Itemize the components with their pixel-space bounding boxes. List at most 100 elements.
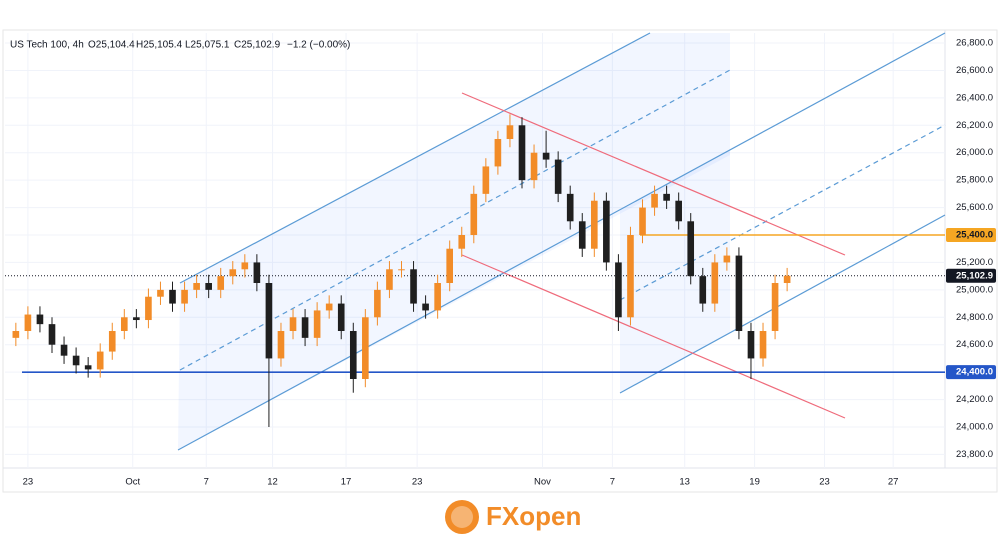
brand-logo: FXopen: [445, 500, 581, 534]
candle-body: [325, 303, 333, 311]
drawings: [177, 26, 946, 451]
ohlc-change: −1.2 (−0.00%): [287, 40, 350, 51]
labels: 23,800.0 24,000.0 24,200.0 24,400.0 24,600.0…: [23, 38, 996, 488]
candle-body: [639, 207, 646, 236]
candle-body: [578, 221, 586, 249]
candle-body: [84, 365, 92, 370]
candle-body: [747, 330, 755, 359]
frame: [2, 29, 998, 493]
channel-line: [461, 92, 846, 256]
y-tick-label: 25,000.0: [956, 284, 993, 295]
x-tick-label: Oct: [125, 477, 140, 488]
candle-body: [530, 152, 538, 181]
candle-body: [157, 289, 164, 297]
candle-body: [759, 330, 767, 359]
channel-line: [179, 32, 651, 284]
candle-body: [410, 269, 417, 304]
candle-body: [193, 283, 200, 290]
candle-body: [590, 200, 598, 249]
channel-fill: [620, 150, 730, 393]
candle-body: [542, 152, 550, 160]
candle-body: [506, 125, 514, 140]
candle-body: [265, 283, 273, 359]
x-tick-label: 12: [267, 477, 278, 488]
candle-body: [72, 355, 80, 366]
price-label-box: [946, 228, 996, 243]
y-tick-label: 24,800.0: [956, 312, 993, 323]
channel-line: [461, 254, 846, 419]
x-tick-label: 7: [204, 477, 209, 488]
candle-body: [60, 344, 68, 356]
candle-body: [277, 330, 285, 359]
price-label: 25,102.9: [956, 270, 993, 281]
candle-body: [374, 289, 381, 318]
candle-body: [398, 269, 405, 271]
candle-body: [313, 310, 321, 338]
candle-body: [337, 303, 345, 331]
candle-body: [108, 330, 116, 352]
x-tick-label: 13: [679, 477, 690, 488]
y-tick-label: 24,600.0: [956, 339, 993, 350]
x-tick-label: 23: [412, 477, 423, 488]
ohlc-close: C25,102.9: [234, 40, 281, 51]
candle-body: [518, 125, 526, 181]
candle-body: [711, 262, 719, 304]
candle-body: [554, 159, 562, 194]
channel-midline: [179, 69, 731, 371]
candle-body: [723, 255, 731, 263]
candle-body: [434, 283, 441, 311]
candle-body: [458, 235, 466, 249]
candle-body: [771, 283, 779, 331]
candle-body: [494, 139, 502, 167]
candle-body: [133, 317, 140, 321]
candle-body: [24, 314, 32, 331]
candle-body: [145, 296, 152, 321]
candle-body: [446, 248, 454, 284]
candle-body: [253, 262, 261, 284]
channel-line: [619, 214, 946, 394]
ohlc-open: O25,104.4: [88, 40, 135, 51]
x-tick-label: 27: [888, 477, 899, 488]
header: US Tech 100, 4h O25,104.4 H25,105.4 L25,…: [10, 40, 350, 51]
candle-body: [349, 330, 357, 379]
candle-body: [603, 200, 610, 263]
y-tick-label: 26,400.0: [956, 92, 993, 103]
candle-body: [687, 221, 695, 277]
candle-body: [699, 276, 707, 304]
candle-body: [675, 200, 682, 222]
price-label: 25,400.0: [956, 230, 993, 241]
candle-body: [362, 317, 369, 379]
candle-body: [169, 289, 176, 304]
candle-body: [120, 317, 128, 331]
candle-body: [48, 324, 56, 345]
y-tick-label: 26,000.0: [956, 147, 993, 158]
x-tick-label: 17: [341, 477, 352, 488]
logo-icon: [445, 500, 479, 534]
x-tick-label: 23: [23, 477, 34, 488]
candle-body: [783, 275, 791, 284]
channel-line: [177, 32, 946, 451]
y-tick-label: 24,200.0: [956, 394, 993, 405]
x-tick-label: 7: [610, 477, 615, 488]
candle-body: [735, 255, 743, 331]
candle-body: [289, 317, 297, 331]
y-tick-label: 24,000.0: [956, 422, 993, 433]
y-tick-label: 25,800.0: [956, 175, 993, 186]
candle-body: [229, 269, 237, 277]
x-tick-label: Nov: [534, 477, 551, 488]
price-label-box: [946, 365, 996, 380]
candle-body: [470, 193, 478, 236]
candle-body: [651, 193, 658, 208]
candles: [12, 114, 791, 427]
y-tick-label: 23,800.0: [956, 449, 993, 460]
candle-body: [241, 262, 249, 270]
price-label: 24,400.0: [956, 367, 993, 378]
price-label-box: [946, 268, 996, 283]
candle-body: [36, 314, 44, 325]
symbol-title: US Tech 100, 4h: [10, 40, 84, 51]
candle-body: [566, 193, 574, 222]
candle-body: [205, 283, 212, 290]
y-tick-label: 26,600.0: [956, 65, 993, 76]
y-tick-label: 25,600.0: [956, 202, 993, 213]
